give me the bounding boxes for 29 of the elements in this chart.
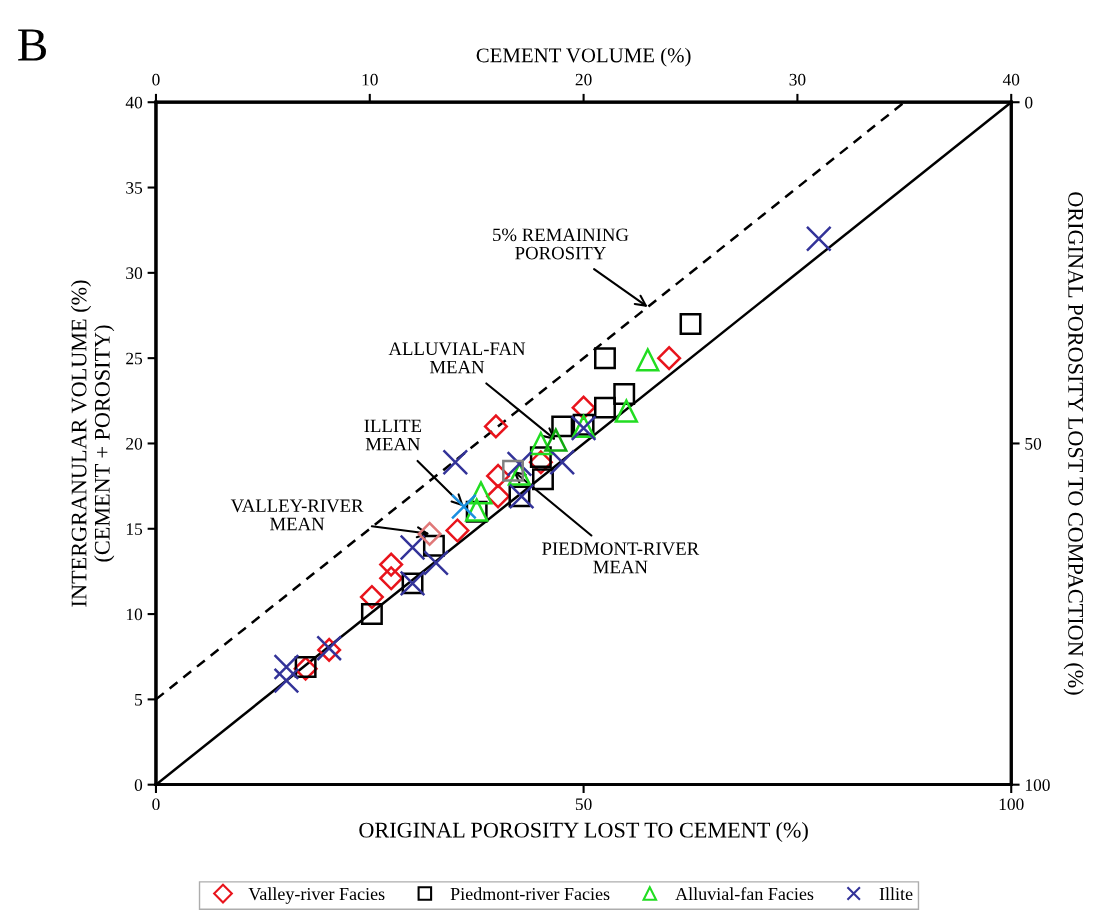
x-tick-label: 0	[152, 798, 160, 811]
legend-label: Alluvial-fan Facies	[675, 887, 814, 901]
x2-tick-label: 30	[789, 73, 806, 86]
y-tick-label: 10	[126, 608, 143, 621]
legend-label: Valley-river Facies	[248, 887, 385, 904]
x-tick-label: 100	[999, 798, 1024, 811]
x-tick-label: 50	[575, 798, 592, 811]
y2-tick-label: 100	[1025, 779, 1050, 791]
y-tick-label: 20	[126, 437, 143, 450]
legend-label: Piedmont-river Facies	[450, 887, 610, 901]
text: B	[18, 29, 46, 61]
y-tick-label: 30	[126, 267, 143, 280]
y2-axis-title: ORIGINAL POROSITY LOST TO COMPACTION (%)	[1063, 192, 1084, 695]
y-tick-label: 15	[126, 523, 143, 535]
x-axis-title: ORIGINAL POROSITY LOST TO CEMENT (%)	[359, 821, 808, 843]
x2-tick-label: 40	[1002, 73, 1020, 86]
x2-tick-label: 10	[362, 73, 378, 86]
y-tick-label: 25	[126, 352, 143, 365]
y-tick-label: 5	[135, 694, 143, 706]
y-axis-title: INTERGRANULAR VOLUME (%) (CEMENT + POROSITY)	[70, 280, 115, 607]
y2-tick-label: 50	[1025, 437, 1042, 450]
x2-tick-label: 0	[152, 73, 160, 86]
y-tick-label: 40	[125, 96, 143, 109]
legend-label: Illite	[879, 887, 913, 901]
x2-tick-label: 20	[575, 73, 592, 86]
x2-axis-title: CEMENT VOLUME (%)	[476, 47, 691, 67]
y2-tick-label: 0	[1025, 96, 1033, 109]
y-tick-label: 0	[134, 779, 143, 791]
y-tick-label: 35	[126, 182, 143, 194]
